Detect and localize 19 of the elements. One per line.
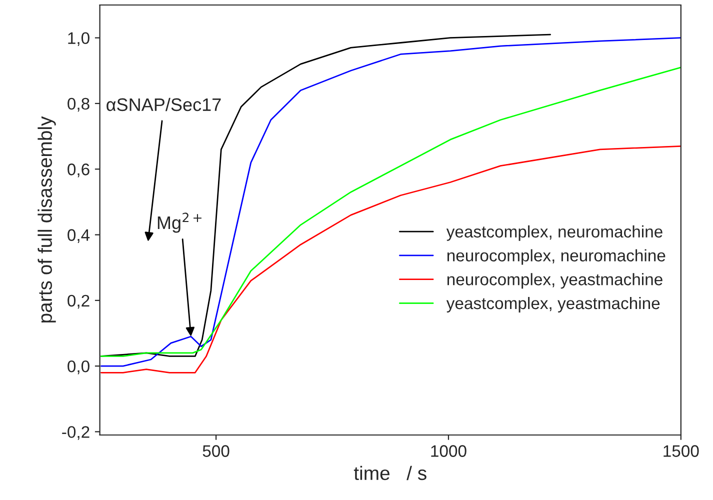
y-tick-label: 0,8 — [68, 98, 90, 112]
legend-label: yeastcomplex, neuromachine — [446, 225, 662, 241]
line-series — [100, 145, 681, 374]
x-tick-label: 1000 — [431, 445, 466, 457]
y-tick-label: 1,0 — [68, 32, 90, 46]
y-tick-label: 0,2 — [68, 294, 90, 309]
x-axis-title: time / s — [354, 466, 426, 480]
x-tick-label: 500 — [202, 445, 230, 457]
legend-label: yeastcomplex, yeastmachine — [446, 296, 660, 312]
annotation: αSNAP/Sec17 — [106, 98, 221, 112]
annotation: Mg$^{2+}$ — [158, 212, 202, 233]
x-tick-label: 1500 — [664, 445, 699, 457]
legend-label: neurocomplex, neuromachine — [447, 249, 666, 265]
y-tick-label: 0,6 — [68, 164, 90, 178]
y-tick-label: 0,0 — [68, 360, 90, 374]
y-tick-label: 0,4 — [68, 229, 90, 243]
legend-label: neurocomplex, yeastmachine — [447, 273, 662, 289]
y-tick-label: -0,2 — [62, 426, 90, 440]
y-axis-title: parts of full disassembly — [38, 116, 56, 322]
